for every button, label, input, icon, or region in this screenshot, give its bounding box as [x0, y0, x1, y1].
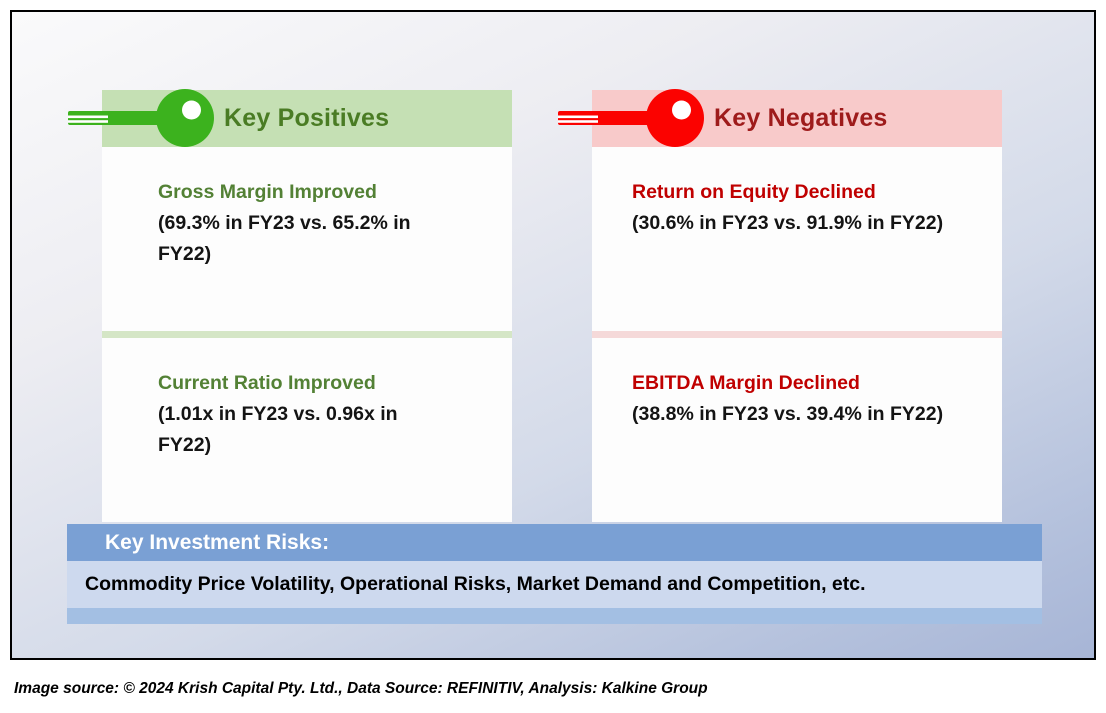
negative-item-title: Return on Equity Declined [632, 181, 876, 203]
negatives-header-label: Key Negatives [714, 104, 888, 132]
risks-banner-bottom-strip [67, 608, 1042, 624]
positive-item-detail: (69.3% in FY23 vs. 65.2% in FY22) [158, 212, 411, 266]
negative-item-detail: (30.6% in FY23 vs. 91.9% in FY22) [632, 212, 944, 234]
positive-item-card: Current Ratio Improved (1.01x in FY23 vs… [102, 338, 512, 522]
negative-item-card: EBITDA Margin Declined (38.8% in FY23 vs… [592, 338, 1002, 522]
negative-item-card: Return on Equity Declined (30.6% in FY23… [592, 147, 1002, 331]
positives-header-label: Key Positives [224, 104, 390, 132]
negatives-header-bar: Key Negatives [558, 89, 1002, 147]
negatives-column: Key Negatives Return on Equity Declined … [558, 89, 1002, 522]
positives-header-bar: Key Positives [68, 89, 512, 147]
negative-item-title: EBITDA Margin Declined [632, 372, 860, 394]
key-icon [68, 89, 214, 147]
infographic-frame: Key Positives Gross Margin Improved (69.… [10, 10, 1096, 660]
card-divider [592, 331, 1002, 338]
key-icon [558, 89, 704, 147]
positive-item-detail: (1.01x in FY23 vs. 0.96x in FY22) [158, 403, 398, 457]
negative-item-detail: (38.8% in FY23 vs. 39.4% in FY22) [632, 403, 944, 425]
risks-banner-text: Commodity Price Volatility, Operational … [67, 561, 1042, 608]
risks-banner: Key Investment Risks: Commodity Price Vo… [67, 524, 1042, 624]
image-source-credit: Image source: © 2024 Krish Capital Pty. … [14, 680, 708, 697]
positive-item-title: Current Ratio Improved [158, 372, 376, 394]
card-divider [102, 331, 512, 338]
positive-item-card: Gross Margin Improved (69.3% in FY23 vs.… [102, 147, 512, 331]
positives-column: Key Positives Gross Margin Improved (69.… [68, 89, 512, 522]
risks-banner-title: Key Investment Risks: [67, 524, 1042, 561]
positive-item-title: Gross Margin Improved [158, 181, 377, 203]
